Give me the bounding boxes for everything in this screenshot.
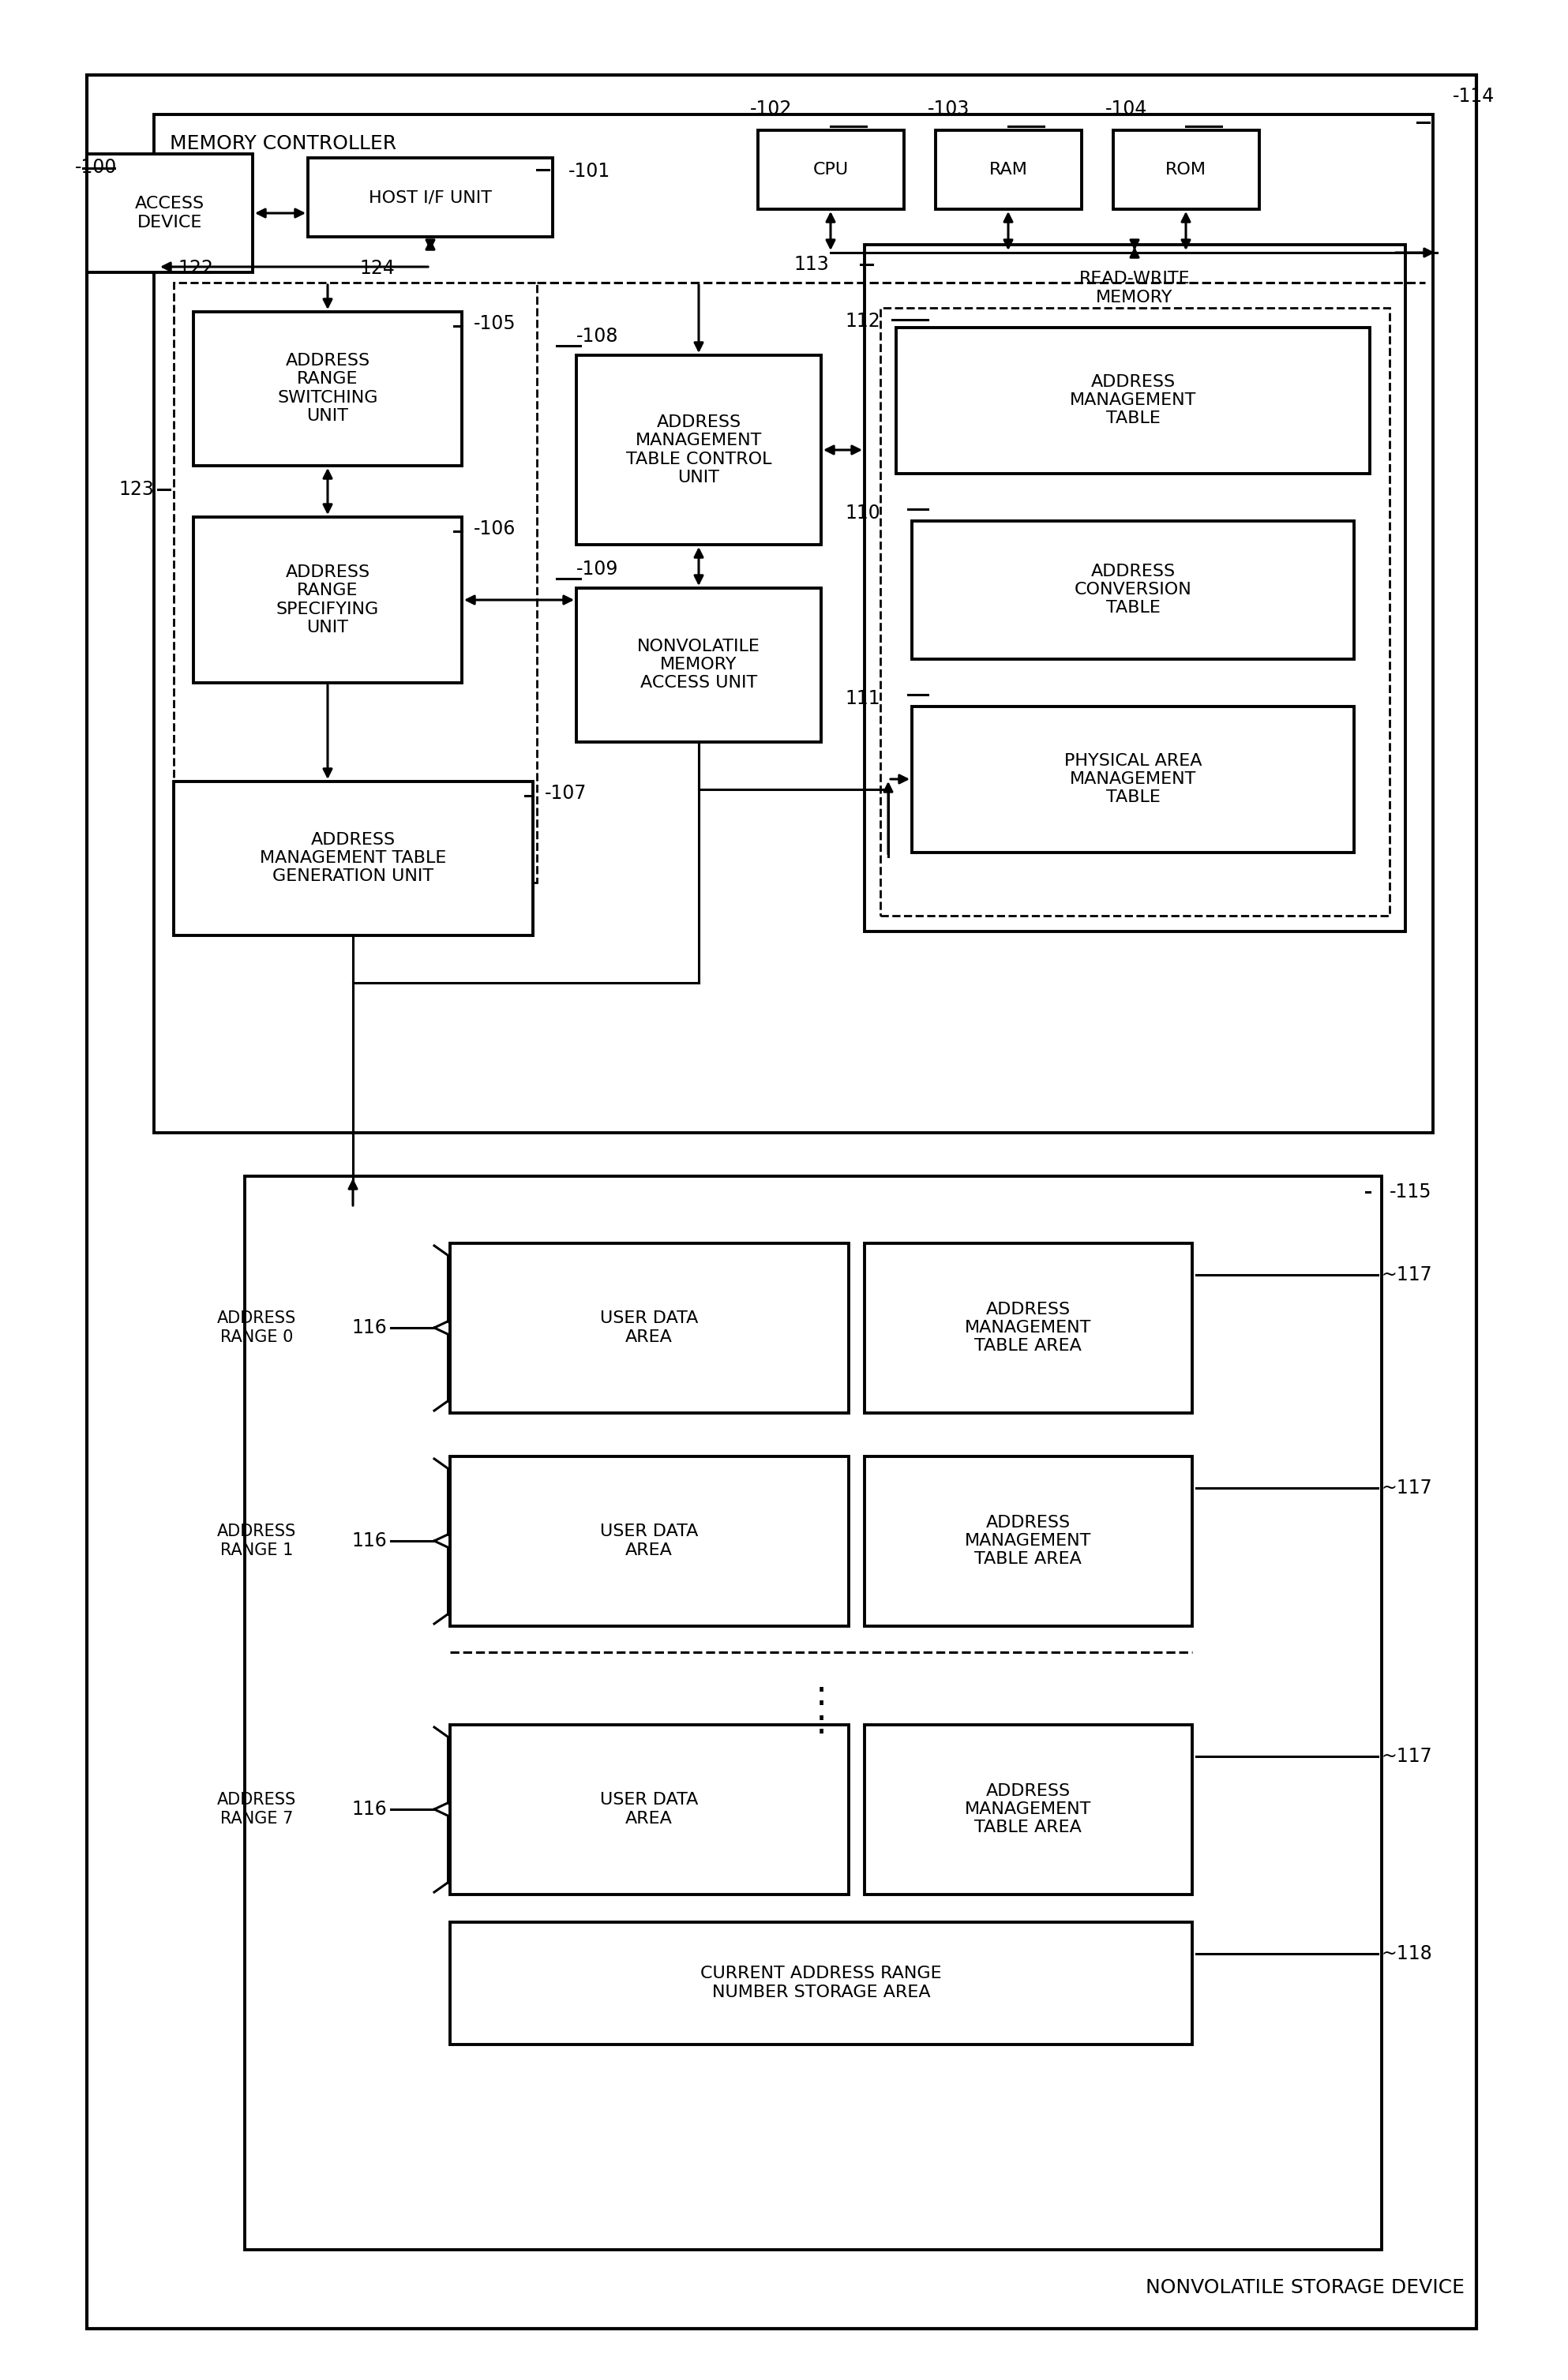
- Text: -115: -115: [1389, 1183, 1432, 1202]
- Text: :: :: [815, 1706, 826, 1740]
- Text: -103: -103: [928, 100, 971, 119]
- Text: READ-WRITE
MEMORY: READ-WRITE MEMORY: [1079, 271, 1190, 305]
- Text: PHYSICAL AREA
MANAGEMENT
TABLE: PHYSICAL AREA MANAGEMENT TABLE: [1065, 752, 1201, 804]
- Text: 123: 123: [119, 481, 154, 500]
- Text: ADDRESS
CONVERSION
TABLE: ADDRESS CONVERSION TABLE: [1074, 564, 1192, 616]
- Bar: [450, 1457, 848, 1626]
- Text: CPU: CPU: [812, 162, 848, 178]
- Text: NONVOLATILE STORAGE DEVICE: NONVOLATILE STORAGE DEVICE: [1146, 2278, 1465, 2297]
- Text: HOST I/F UNIT: HOST I/F UNIT: [368, 190, 492, 205]
- Text: USER DATA
AREA: USER DATA AREA: [601, 1792, 698, 1825]
- Text: 110: 110: [845, 505, 880, 524]
- Text: -114: -114: [1452, 86, 1494, 105]
- Text: 113: 113: [793, 255, 829, 274]
- Bar: [864, 245, 1405, 931]
- Bar: [193, 516, 463, 683]
- Text: ADDRESS
RANGE 7: ADDRESS RANGE 7: [216, 1792, 296, 1825]
- Bar: [936, 131, 1082, 209]
- Text: :: :: [815, 1678, 826, 1714]
- Text: ADDRESS
MANAGEMENT
TABLE AREA: ADDRESS MANAGEMENT TABLE AREA: [964, 1302, 1091, 1354]
- Bar: [913, 707, 1355, 852]
- Text: ADDRESS
MANAGEMENT
TABLE CONTROL
UNIT: ADDRESS MANAGEMENT TABLE CONTROL UNIT: [626, 414, 771, 486]
- Bar: [1113, 131, 1259, 209]
- Bar: [880, 307, 1389, 916]
- Text: 111: 111: [845, 690, 880, 709]
- Text: 124: 124: [359, 259, 395, 278]
- Text: -102: -102: [750, 100, 792, 119]
- Text: -107: -107: [544, 783, 586, 802]
- Bar: [450, 1923, 1192, 2044]
- Text: -101: -101: [569, 162, 610, 181]
- Bar: [577, 588, 822, 743]
- Bar: [154, 114, 1433, 1133]
- Text: NONVOLATILE
MEMORY
ACCESS UNIT: NONVOLATILE MEMORY ACCESS UNIT: [637, 638, 760, 690]
- Text: -106: -106: [474, 519, 516, 538]
- Text: ADDRESS
RANGE
SWITCHING
UNIT: ADDRESS RANGE SWITCHING UNIT: [278, 352, 378, 424]
- Text: -108: -108: [577, 326, 619, 345]
- Bar: [864, 1242, 1192, 1414]
- Text: 116: 116: [351, 1799, 387, 1818]
- Text: ADDRESS
MANAGEMENT TABLE
GENERATION UNIT: ADDRESS MANAGEMENT TABLE GENERATION UNIT: [260, 833, 447, 885]
- Text: USER DATA
AREA: USER DATA AREA: [601, 1523, 698, 1559]
- Text: ~117: ~117: [1381, 1478, 1433, 1497]
- Bar: [897, 328, 1370, 474]
- Text: 112: 112: [845, 312, 880, 331]
- Bar: [757, 131, 905, 209]
- Text: ADDRESS
RANGE 1: ADDRESS RANGE 1: [216, 1523, 296, 1559]
- Text: 122: 122: [177, 259, 213, 278]
- Bar: [307, 157, 552, 238]
- Bar: [864, 1726, 1192, 1894]
- Text: USER DATA
AREA: USER DATA AREA: [601, 1311, 698, 1345]
- Text: 116: 116: [351, 1319, 387, 1338]
- Bar: [864, 1457, 1192, 1626]
- Text: -109: -109: [577, 559, 618, 578]
- Bar: [86, 155, 252, 271]
- Text: -104: -104: [1105, 100, 1148, 119]
- Bar: [450, 1726, 848, 1894]
- Text: 116: 116: [351, 1530, 387, 1549]
- Bar: [245, 1176, 1381, 2249]
- Text: -105: -105: [474, 314, 516, 333]
- Bar: [174, 283, 536, 883]
- Bar: [193, 312, 463, 466]
- Text: -100: -100: [75, 157, 118, 176]
- Text: ~117: ~117: [1381, 1266, 1433, 1285]
- Text: ~118: ~118: [1381, 1944, 1433, 1963]
- Bar: [913, 521, 1355, 659]
- Text: ACCESS
DEVICE: ACCESS DEVICE: [135, 195, 204, 231]
- Text: ADDRESS
RANGE 0: ADDRESS RANGE 0: [216, 1311, 296, 1345]
- Text: ADDRESS
MANAGEMENT
TABLE: ADDRESS MANAGEMENT TABLE: [1069, 374, 1196, 426]
- Text: ~117: ~117: [1381, 1747, 1433, 1766]
- Text: ADDRESS
RANGE
SPECIFYING
UNIT: ADDRESS RANGE SPECIFYING UNIT: [276, 564, 379, 635]
- Text: RAM: RAM: [989, 162, 1027, 178]
- Bar: [577, 355, 822, 545]
- Bar: [86, 76, 1477, 2328]
- Text: ADDRESS
MANAGEMENT
TABLE AREA: ADDRESS MANAGEMENT TABLE AREA: [964, 1514, 1091, 1566]
- Bar: [174, 781, 533, 935]
- Text: ADDRESS
MANAGEMENT
TABLE AREA: ADDRESS MANAGEMENT TABLE AREA: [964, 1783, 1091, 1835]
- Bar: [450, 1242, 848, 1414]
- Text: ROM: ROM: [1165, 162, 1206, 178]
- Text: MEMORY CONTROLLER: MEMORY CONTROLLER: [169, 133, 397, 152]
- Text: CURRENT ADDRESS RANGE
NUMBER STORAGE AREA: CURRENT ADDRESS RANGE NUMBER STORAGE ARE…: [701, 1966, 942, 1999]
